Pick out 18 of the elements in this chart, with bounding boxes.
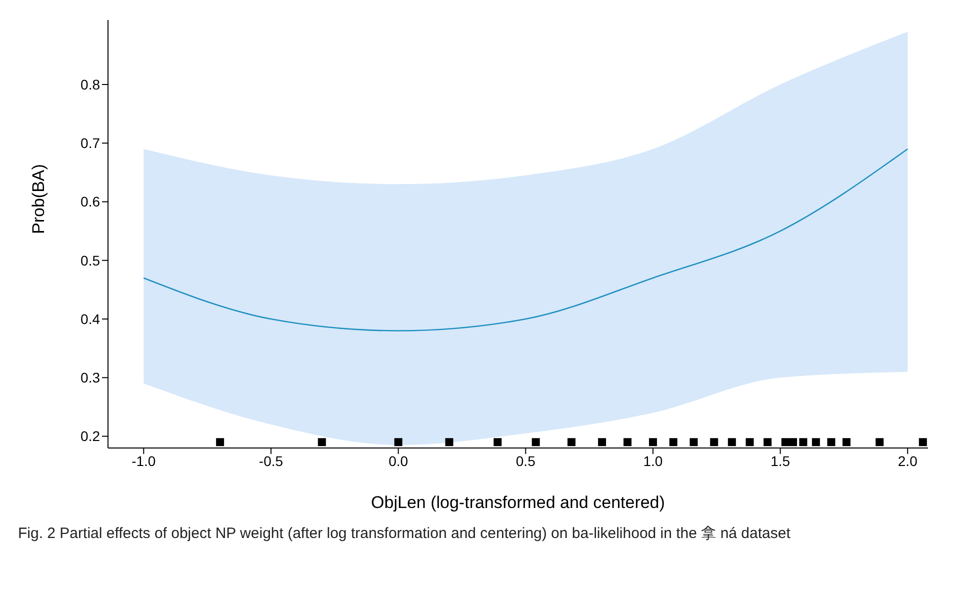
line-series [143,148,908,332]
x-tick-label: 1.5 [770,452,790,469]
x-tick-label: 0.5 [516,452,536,469]
x-tick-label: -0.5 [258,452,284,469]
y-tick-label: 0.4 [80,310,100,327]
y-tick-label: 0.2 [80,428,100,444]
x-tick-label: 2.0 [898,452,918,469]
y-axis-title: Prob(BA) [29,164,48,234]
x-tick-label: 1.0 [643,452,663,469]
y-tick-label: 0.5 [80,252,100,268]
x-tick-label: -1.0 [132,452,156,469]
y-tick-label: 0.6 [80,194,100,210]
y-tick-label: 0.3 [80,370,100,386]
x-axis-title: ObjLen (log-transformed and centered) [371,493,665,512]
y-tick-label: 0.8 [80,76,100,92]
caption: Fig. 2 Partial effects of object NP weight (after log transformation and centering) on ba-likelihood in the 拿 ná dataset [17,524,792,544]
y-tick-label: 0.7 [80,135,100,152]
x-tick-label: 0.0 [388,452,408,469]
